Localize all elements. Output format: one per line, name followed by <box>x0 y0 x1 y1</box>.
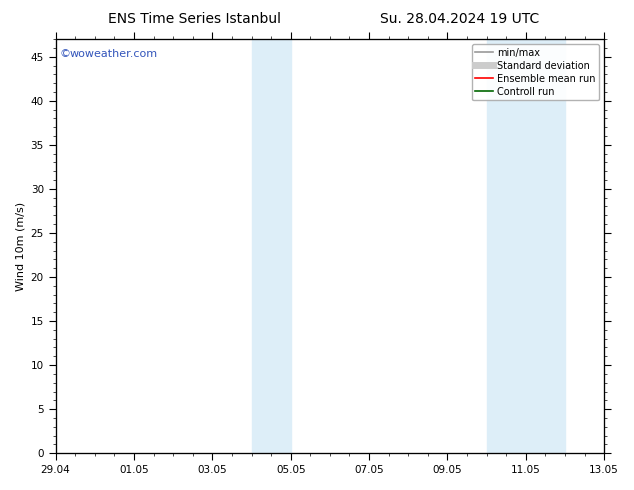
Y-axis label: Wind 10m (m/s): Wind 10m (m/s) <box>15 201 25 291</box>
Text: ©: © <box>60 49 71 59</box>
Text: ENS Time Series Istanbul: ENS Time Series Istanbul <box>108 12 281 26</box>
Legend: min/max, Standard deviation, Ensemble mean run, Controll run: min/max, Standard deviation, Ensemble me… <box>472 44 599 100</box>
Bar <box>486 39 565 453</box>
Text: woweather.com: woweather.com <box>69 49 157 59</box>
Text: Su. 28.04.2024 19 UTC: Su. 28.04.2024 19 UTC <box>380 12 540 26</box>
Bar <box>252 39 290 453</box>
